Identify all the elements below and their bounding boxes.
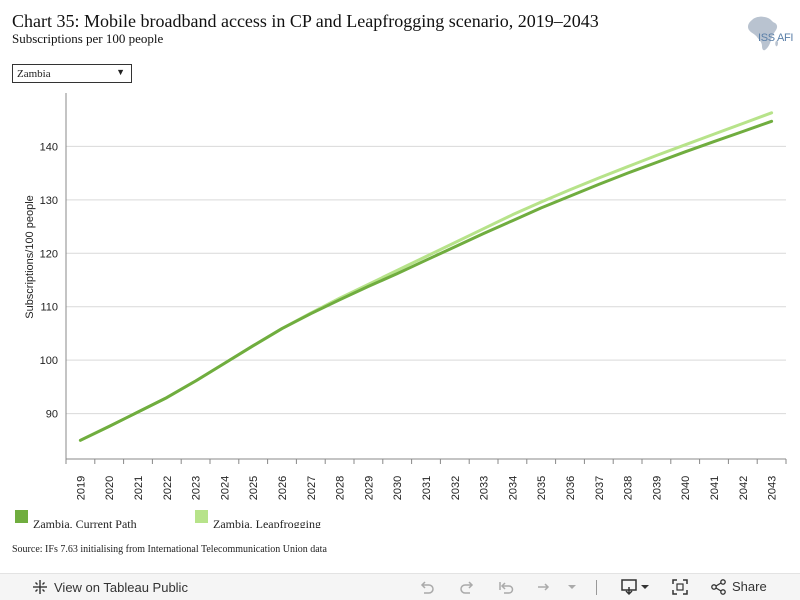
x-tick-label: 2034 <box>507 476 519 500</box>
x-tick-label: 2024 <box>219 476 231 500</box>
x-tick-label: 2043 <box>767 476 779 500</box>
axes <box>65 93 787 464</box>
series-lines <box>78 111 774 442</box>
legend-swatch-current-path <box>15 510 28 523</box>
x-tick-label: 2031 <box>421 476 433 500</box>
x-tick-label: 2041 <box>709 476 721 500</box>
share-label[interactable]: Share <box>732 579 767 594</box>
x-tick-label: 2042 <box>738 476 750 500</box>
redo-icon[interactable] <box>458 578 476 596</box>
tableau-toolbar: View on Tableau Public Share <box>0 573 800 600</box>
revert-icon[interactable] <box>497 578 515 596</box>
pause-dropdown-icon[interactable] <box>563 578 581 596</box>
x-tick-label: 2037 <box>594 476 606 500</box>
x-tick-label: 2029 <box>363 476 375 500</box>
legend-swatch-leapfrogging <box>195 510 208 523</box>
download-icon[interactable] <box>620 578 652 596</box>
view-on-tableau-label: View on Tableau Public <box>54 580 188 595</box>
legend-label-leapfrogging: Zambia, Leapfrogging <box>213 517 321 528</box>
x-tick-label: 2020 <box>104 476 116 500</box>
x-tick-label: 2032 <box>450 476 462 500</box>
share-icon[interactable] <box>710 578 728 596</box>
y-tick-label: 100 <box>40 355 58 367</box>
y-tick-label: 120 <box>40 248 58 260</box>
africa-map-logo-icon <box>748 16 778 51</box>
x-tick-label: 2026 <box>277 476 289 500</box>
x-tick-label: 2035 <box>536 476 548 500</box>
logo-text: ISS AFI <box>758 32 794 44</box>
toolbar-separator <box>596 580 597 595</box>
y-tick-label: 110 <box>40 302 58 314</box>
x-tick-label: 2028 <box>335 476 347 500</box>
x-tick-label: 2036 <box>565 476 577 500</box>
x-tick-label: 2021 <box>133 476 145 500</box>
y-tick-labels: 90 100 110 120 130 140 <box>40 141 58 420</box>
y-tick-label: 140 <box>40 141 58 153</box>
refresh-icon[interactable] <box>535 578 553 596</box>
x-tick-label: 2022 <box>162 476 174 500</box>
chart-legend: Zambia, Current Path Zambia, Leapfroggin… <box>0 508 800 528</box>
tableau-logo-icon <box>33 580 47 594</box>
grid-lines <box>66 145 786 415</box>
country-dropdown-value: Zambia <box>17 68 51 80</box>
chart-subtitle: Subscriptions per 100 people <box>12 31 164 46</box>
x-tick-label: 2023 <box>191 476 203 500</box>
x-tick-label: 2027 <box>306 476 318 500</box>
undo-icon[interactable] <box>418 578 436 596</box>
x-tick-label: 2033 <box>479 476 491 500</box>
source-note: Source: IFs 7.63 initialising from Inter… <box>12 544 327 555</box>
x-tick-label: 2019 <box>75 476 87 500</box>
x-tick-label: 2039 <box>651 476 663 500</box>
x-tick-label: 2030 <box>392 476 404 500</box>
y-axis-label: Subscriptions/100 people <box>24 195 36 319</box>
country-dropdown[interactable]: Zambia ▼ <box>12 64 132 83</box>
x-tick-label: 2040 <box>680 476 692 500</box>
series-line-current-path <box>78 119 774 442</box>
x-tick-labels: 2019 2020 2021 2022 2023 2024 2025 2026 2027 2028… <box>75 476 778 500</box>
y-tick-label: 90 <box>46 409 58 421</box>
view-on-tableau-link[interactable]: View on Tableau Public <box>32 579 188 595</box>
fullscreen-icon[interactable] <box>671 578 689 596</box>
legend-label-current-path: Zambia, Current Path <box>33 517 137 528</box>
x-tick-label: 2038 <box>623 476 635 500</box>
y-tick-label: 130 <box>40 195 58 207</box>
caret-down-icon: ▼ <box>116 67 125 77</box>
series-line-leapfrogging <box>78 111 774 442</box>
x-tick-label: 2025 <box>248 476 260 500</box>
chart-title: Chart 35: Mobile broadband access in CP … <box>12 11 599 31</box>
